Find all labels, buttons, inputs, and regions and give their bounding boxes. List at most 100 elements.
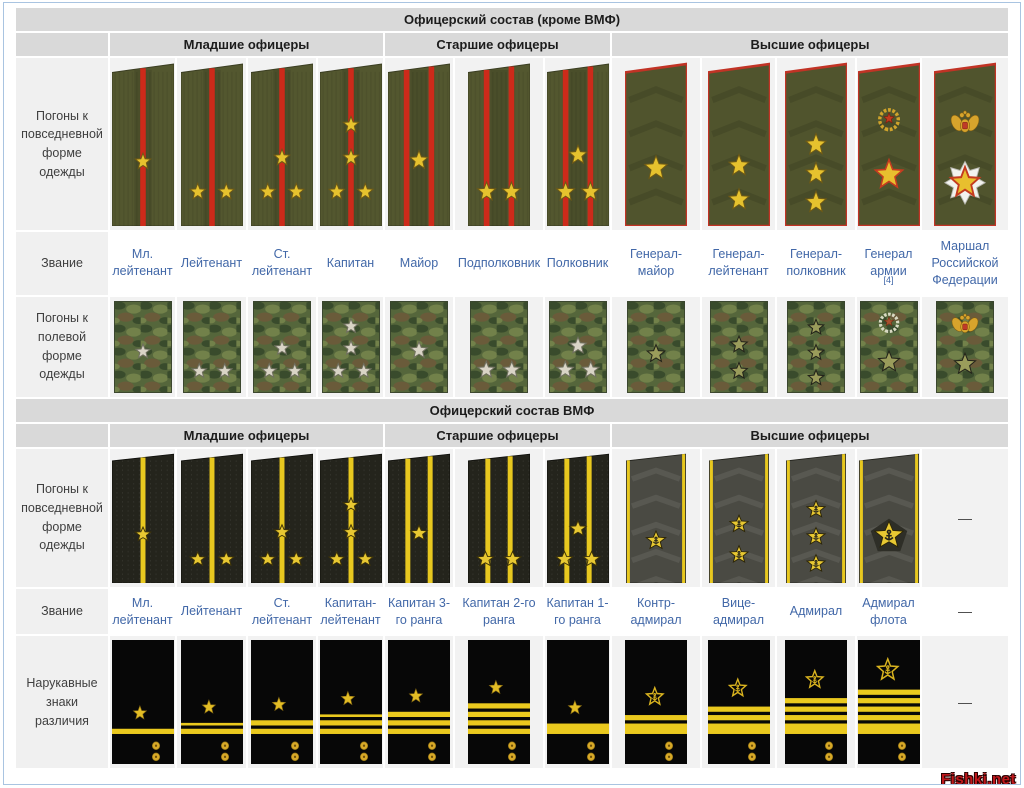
insignia-cell (385, 636, 453, 769)
row-label: Погоны к полевой форме одежды (16, 296, 108, 397)
shoulder-board-field (709, 300, 768, 393)
rank-link[interactable]: Ст. лейтенант (251, 595, 313, 627)
insignia-cell (612, 58, 700, 230)
rank-cell: — (922, 588, 1008, 635)
insignia-cell (248, 296, 316, 397)
insignia-cell (612, 448, 700, 587)
rank-cell: Ст. лейтенант (248, 588, 316, 635)
sleeve-insignia (388, 640, 450, 765)
sleeve-insignia (180, 640, 243, 765)
rank-link[interactable]: Полковник (546, 255, 609, 270)
rank-link[interactable]: Контр-адмирал (630, 595, 682, 627)
shoulder-board-everyday-general (785, 62, 847, 226)
shoulder-board-everyday-navy (388, 453, 450, 583)
rank-link[interactable]: Лейтенант (180, 255, 243, 270)
insignia-cell (857, 636, 920, 769)
rank-link[interactable]: Подполковник (457, 255, 541, 270)
rank-link[interactable]: Капитан 1-го ранга (546, 595, 609, 627)
rank-link[interactable]: Капитан (326, 255, 375, 270)
rank-cell: Генерал-майор (612, 232, 700, 295)
shoulder-board-everyday-army (111, 63, 174, 226)
rank-cell: Подполковник (455, 232, 543, 295)
shoulder-board-everyday-navy (468, 453, 530, 583)
rank-link[interactable]: Адмирал флота (862, 595, 915, 627)
insignia-cell (702, 58, 775, 230)
shoulder-board-everyday-army (251, 63, 313, 226)
insignia-cell: — (922, 636, 1008, 769)
rank-link[interactable]: Маршал Российской Федерации (931, 239, 999, 287)
rank-link[interactable]: Капитан-лейтенант (320, 595, 381, 627)
rank-cell: Вице-адмирал (702, 588, 775, 635)
rank-cell: Контр-адмирал (612, 588, 700, 635)
rank-cell: Адмирал (777, 588, 855, 635)
rank-link[interactable]: Адмирал (789, 604, 843, 619)
shoulder-board-field (321, 300, 380, 393)
rank-cell: Генерал-полковник (777, 232, 855, 295)
insignia-cell (702, 296, 775, 397)
insignia-cell (177, 58, 246, 230)
rank-cell: Мл. лейтенант (110, 232, 175, 295)
sleeve-insignia (857, 640, 920, 765)
rank-link[interactable]: Вице-адмирал (712, 595, 765, 627)
insignia-cell (110, 448, 175, 587)
insignia-cell (857, 296, 920, 397)
insignia-cell (922, 296, 1008, 397)
insignia-cell (922, 58, 1008, 230)
shoulder-board-field (859, 300, 918, 393)
shoulder-board-field (627, 300, 685, 393)
rank-link[interactable]: Капитан 3-го ранга (387, 595, 450, 627)
rank-link[interactable]: Мл. лейтенант (112, 247, 173, 279)
rank-cell: Капитан (318, 232, 383, 295)
rank-link[interactable]: Ст. лейтенант (251, 247, 313, 279)
insignia-cell (702, 636, 775, 769)
corner-cell-army (16, 33, 108, 56)
corner-cell-navy (16, 423, 108, 447)
group-header-army-1: Старшие офицеры (385, 33, 610, 56)
shoulder-board-everyday-general (934, 62, 996, 226)
reference-link[interactable]: [4] (883, 275, 894, 286)
rank-link[interactable]: Мл. лейтенант (112, 595, 173, 627)
shoulder-board-field (253, 300, 311, 393)
row-label: Нарукавные знаки различия (16, 636, 108, 769)
group-header-army-0: Младшие офицеры (110, 33, 383, 56)
rank-link[interactable]: Генерал-полковник (786, 247, 846, 279)
sleeve-insignia (319, 640, 382, 765)
shoulder-board-everyday-navy (111, 453, 174, 583)
insignia-cell (318, 58, 383, 230)
group-header-navy-1: Старшие офицеры (385, 423, 610, 447)
shoulder-board-field (936, 300, 994, 393)
shoulder-board-everyday-army (468, 63, 530, 226)
rank-cell: Адмирал флота (857, 588, 920, 635)
rank-cell: Ст. лейтенант (248, 232, 316, 295)
insignia-cell (857, 58, 920, 230)
insignia-cell (545, 636, 610, 769)
rank-link[interactable]: Генерал армии (864, 247, 913, 279)
insignia-cell (110, 58, 175, 230)
rank-link[interactable]: Генерал-лейтенант (708, 247, 769, 279)
insignia-cell (777, 58, 855, 230)
rank-link[interactable]: Генерал-майор (629, 247, 683, 279)
insignia-cell (318, 636, 383, 769)
rank-cell: Капитан 1-го ранга (545, 588, 610, 635)
rank-cell: Генерал-лейтенант (702, 232, 775, 295)
shoulder-board-everyday-army (546, 63, 609, 226)
insignia-cell (248, 58, 316, 230)
rank-link[interactable]: Лейтенант (180, 604, 243, 619)
rank-cell: Лейтенант (177, 588, 246, 635)
rank-link[interactable]: Майор (399, 255, 439, 270)
shoulder-board-everyday-navy (251, 453, 313, 583)
sleeve-insignia (468, 640, 530, 765)
insignia-cell (177, 448, 246, 587)
insignia-cell (248, 636, 316, 769)
sleeve-insignia (625, 640, 687, 765)
rank-cell: Капитан 3-го ранга (385, 588, 453, 635)
rank-link[interactable]: Капитан 2-го ранга (462, 595, 536, 627)
rank-cell: Генерал армии [4] (857, 232, 920, 295)
shoulder-board-everyday-army (388, 63, 450, 226)
shoulder-board-field (470, 300, 528, 393)
shoulder-board-admiral (786, 453, 846, 583)
section-title-navy: Офицерский состав ВМФ (16, 398, 1008, 422)
insignia-cell (857, 448, 920, 587)
insignia-cell (455, 58, 543, 230)
